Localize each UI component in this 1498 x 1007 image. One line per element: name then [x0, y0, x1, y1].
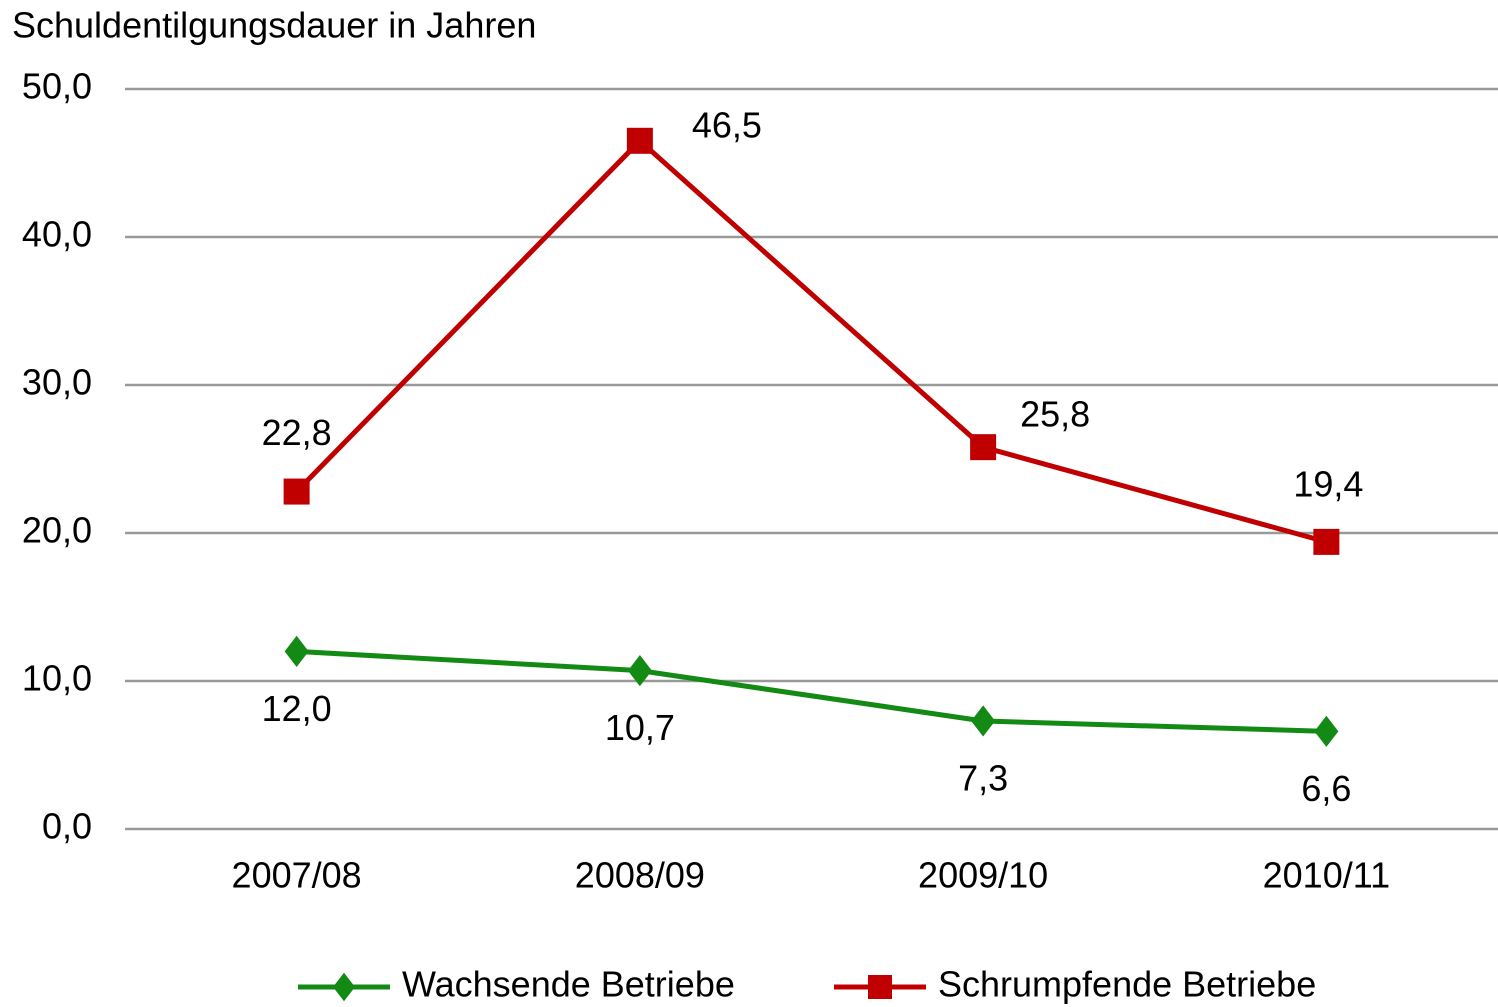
y-tick-label: 20,0 — [22, 510, 92, 551]
data-label: 22,8 — [262, 412, 332, 453]
marker — [868, 975, 892, 999]
y-tick-label: 10,0 — [22, 658, 92, 699]
data-label: 12,0 — [262, 688, 332, 729]
x-tick-label: 2010/11 — [1263, 855, 1390, 896]
marker — [971, 705, 996, 737]
data-label: 6,6 — [1301, 768, 1351, 809]
data-label: 46,5 — [692, 104, 762, 145]
marker — [283, 478, 310, 505]
y-tick-label: 50,0 — [22, 66, 92, 107]
data-label: 7,3 — [958, 757, 1008, 798]
x-tick-label: 2007/08 — [232, 855, 362, 896]
marker — [333, 972, 355, 1002]
marker — [284, 635, 309, 667]
data-label: 10,7 — [605, 707, 675, 748]
data-label: 19,4 — [1293, 463, 1363, 504]
marker — [1313, 528, 1340, 555]
data-label: 25,8 — [1020, 394, 1090, 435]
y-tick-label: 30,0 — [22, 362, 92, 403]
legend-label: Wachsende Betriebe — [402, 964, 735, 1005]
x-tick-label: 2008/09 — [575, 855, 705, 896]
series-line — [294, 137, 1328, 545]
marker — [1314, 715, 1339, 747]
x-tick-label: 2009/10 — [918, 855, 1048, 896]
marker — [970, 434, 997, 461]
y-tick-label: 0,0 — [42, 806, 92, 847]
y-tick-label: 40,0 — [22, 214, 92, 255]
legend-label: Schrumpfende Betriebe — [938, 964, 1316, 1005]
marker — [627, 655, 652, 687]
marker — [626, 127, 653, 154]
y-axis-label: Schuldentilgungsdauer in Jahren — [12, 5, 536, 46]
series-line — [296, 648, 1327, 734]
